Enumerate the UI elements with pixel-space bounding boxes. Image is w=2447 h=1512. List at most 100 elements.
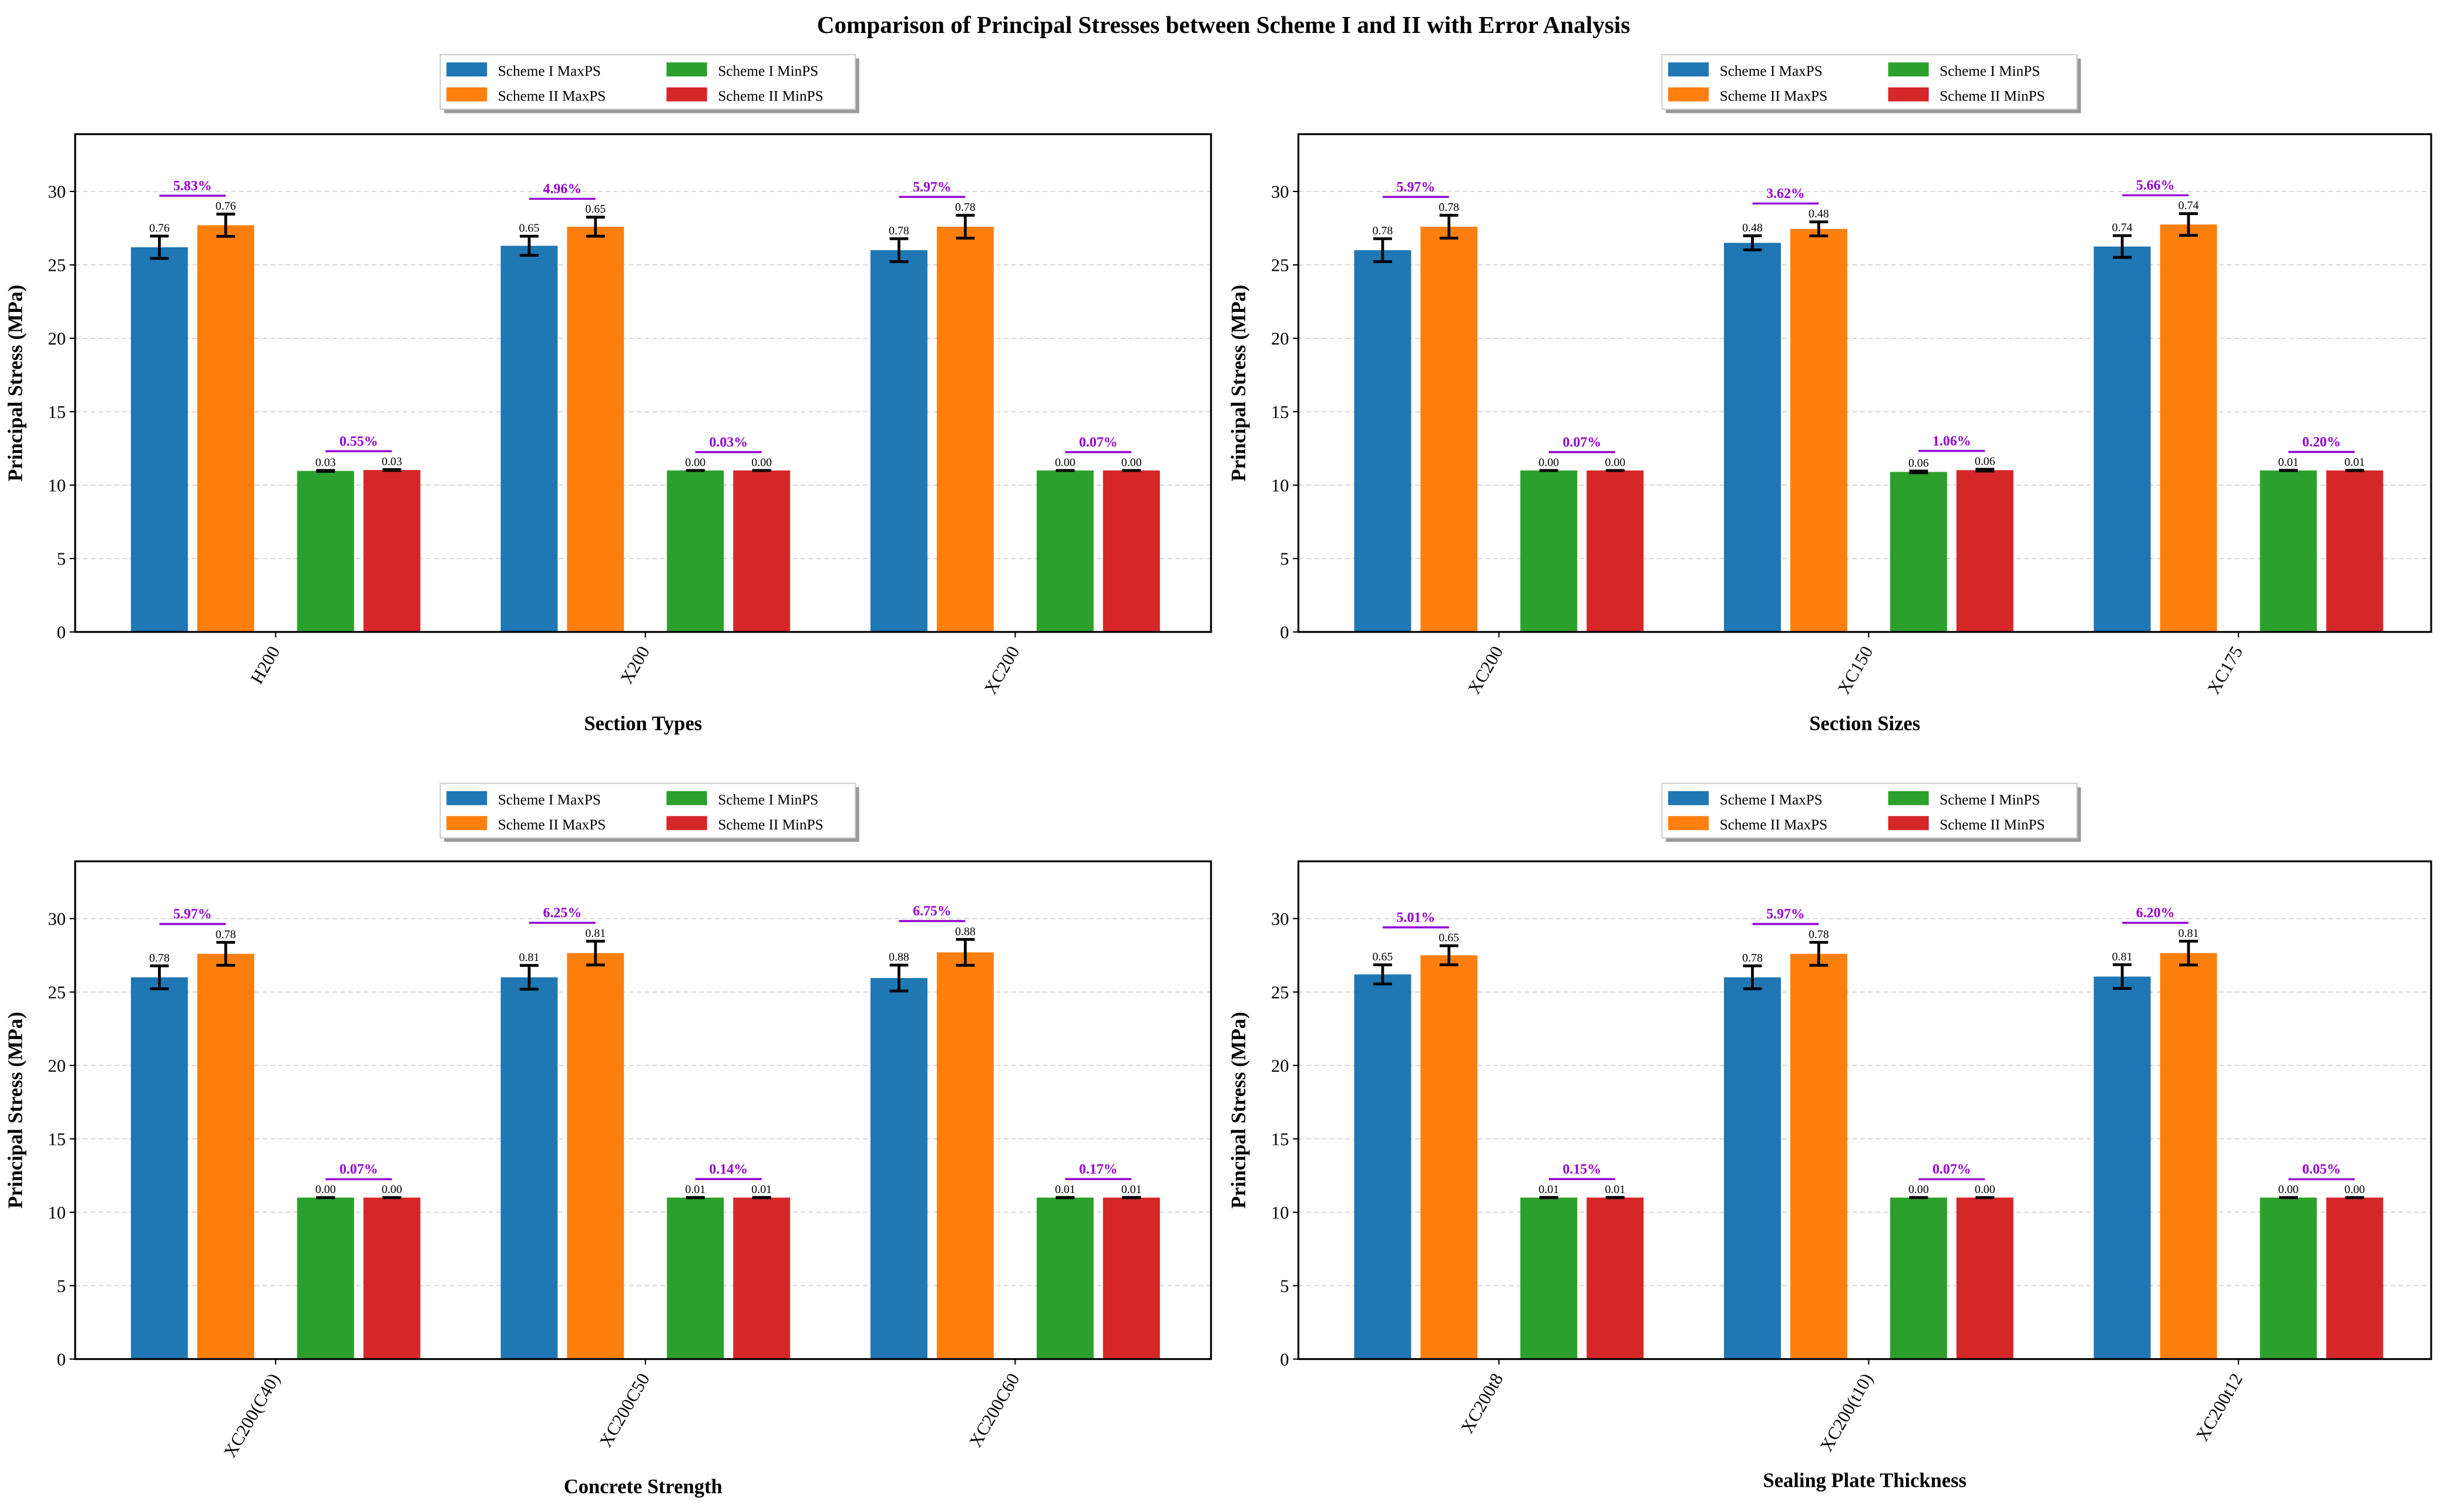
x-axis-label: Section Sizes [1809, 713, 1920, 735]
bar-scheme-i-minps [2260, 470, 2317, 632]
legend-label: Scheme II MaxPS [1720, 817, 1828, 833]
bar-group: 0.78 0.78 0.00 0.00 5.97% 0.07% [1724, 907, 2014, 1359]
error-value-label: 0.88 [955, 925, 976, 938]
y-tick-label: 10 [48, 475, 66, 495]
error-value-label: 0.81 [585, 927, 606, 940]
legend-label: Scheme I MinPS [718, 792, 818, 808]
error-value-label: 0.65 [519, 222, 540, 235]
legend-box [439, 53, 856, 110]
bar-scheme-ii-minps [363, 470, 421, 632]
error-value-label: 0.78 [1809, 928, 1829, 941]
bar-scheme-ii-maxps [936, 952, 994, 1359]
bar-scheme-i-maxps [500, 246, 558, 632]
legend-swatch [666, 62, 707, 77]
y-tick-label: 25 [48, 256, 66, 275]
bar-scheme-i-minps [297, 471, 354, 632]
bar-group: 0.78 0.78 0.00 0.00 5.97% 0.07% [130, 907, 421, 1359]
legend-label: Scheme I MaxPS [1720, 63, 1823, 79]
difference-percent-label: 0.03% [709, 435, 748, 450]
error-value-label: 0.74 [2112, 221, 2133, 234]
axes-frame [74, 133, 1212, 633]
difference-percent-label: 5.97% [1397, 180, 1436, 195]
legend-label: Scheme I MinPS [718, 63, 818, 79]
y-tick-label: 10 [1271, 1202, 1289, 1222]
error-value-label: 0.88 [889, 951, 909, 964]
difference-percent-label: 5.97% [173, 907, 212, 922]
bar-group: 0.65 0.65 0.00 0.00 4.96% 0.03% [500, 182, 791, 632]
y-axis-label: Principal Stress (MPa) [1228, 285, 1250, 482]
bar-scheme-ii-minps [733, 470, 791, 632]
bar-scheme-i-minps [1520, 1197, 1578, 1359]
error-value-label: 0.74 [2179, 199, 2199, 212]
chart-title: Comparison of Principal Stresses between… [817, 11, 1631, 38]
y-tick-label: 30 [1271, 909, 1289, 929]
legend-label: Scheme II MinPS [1940, 88, 2045, 104]
x-tick-label: H200 [247, 643, 284, 687]
y-tick-label: 25 [1271, 256, 1289, 275]
legend-label: Scheme II MaxPS [498, 817, 606, 833]
legend-label: Scheme II MaxPS [1720, 88, 1828, 104]
y-tick-label: 20 [48, 329, 66, 349]
bar-scheme-ii-minps [1956, 1197, 2014, 1359]
error-value-label: 0.01 [2278, 456, 2299, 469]
error-value-label: 0.65 [585, 203, 606, 216]
bar-scheme-i-maxps [2093, 246, 2151, 632]
error-value-label: 0.78 [216, 928, 236, 941]
legend-swatch [1668, 62, 1709, 77]
y-tick-label: 15 [1271, 402, 1289, 422]
difference-percent-label: 0.15% [1562, 1162, 1601, 1177]
bar-scheme-i-maxps [2093, 976, 2151, 1359]
difference-percent-label: 5.01% [1397, 910, 1436, 925]
legend-box [439, 782, 856, 839]
legend-swatch [446, 816, 488, 831]
legend-swatch [1888, 62, 1929, 77]
bar-scheme-i-maxps [130, 977, 188, 1359]
difference-percent-label: 4.96% [543, 182, 582, 197]
error-value-label: 0.00 [1055, 456, 1075, 469]
bar-scheme-i-minps [667, 470, 724, 632]
bar-group: 0.48 0.48 0.06 0.06 3.62% 1.06% [1724, 186, 2014, 632]
bar-scheme-i-maxps [1354, 974, 1411, 1359]
error-value-label: 0.78 [149, 952, 170, 965]
error-value-label: 0.00 [1975, 1183, 1995, 1196]
legend-swatch [666, 791, 707, 805]
difference-percent-label: 6.20% [2136, 906, 2175, 921]
bar-scheme-i-maxps [1354, 250, 1411, 632]
error-value-label: 0.00 [1121, 456, 1142, 469]
y-tick-label: 15 [48, 1129, 66, 1149]
error-value-label: 0.00 [315, 1183, 336, 1196]
error-value-label: 0.00 [1605, 456, 1625, 469]
legend-swatch [1668, 816, 1709, 831]
legend-swatch [446, 62, 488, 77]
bar-group: 0.88 0.88 0.01 0.01 6.75% 0.17% [870, 904, 1160, 1359]
error-value-label: 0.01 [685, 1183, 705, 1196]
bar-scheme-ii-minps [363, 1197, 421, 1359]
legend-swatch [666, 816, 707, 831]
legend-label: Scheme II MinPS [718, 817, 823, 833]
legend-swatch [1668, 791, 1709, 805]
difference-percent-label: 5.97% [913, 180, 952, 195]
legend-swatch [1888, 791, 1929, 805]
bar-scheme-i-maxps [870, 978, 927, 1359]
bar-scheme-ii-maxps [936, 226, 994, 632]
legend-swatch [446, 87, 488, 102]
legend: Scheme I MaxPS Scheme II MaxPS Scheme I Mi… [1661, 53, 2081, 113]
legend-label: Scheme I MinPS [1940, 792, 2040, 808]
bar-scheme-i-minps [1890, 472, 1947, 632]
bar-scheme-i-minps [1890, 1197, 1947, 1359]
x-tick-label: XC200 [1464, 643, 1507, 697]
y-tick-label: 0 [57, 1349, 66, 1369]
y-tick-label: 30 [48, 909, 66, 929]
bar-scheme-ii-maxps [2160, 224, 2217, 632]
bar-scheme-ii-minps [1956, 470, 2014, 632]
y-tick-label: 5 [1280, 1276, 1289, 1296]
difference-percent-label: 0.14% [709, 1162, 748, 1177]
y-tick-label: 20 [1271, 1056, 1289, 1076]
difference-percent-label: 0.07% [1079, 435, 1118, 450]
bar-scheme-ii-maxps [567, 226, 624, 632]
bar-scheme-ii-maxps [197, 225, 254, 632]
difference-percent-label: 0.07% [1562, 435, 1601, 450]
